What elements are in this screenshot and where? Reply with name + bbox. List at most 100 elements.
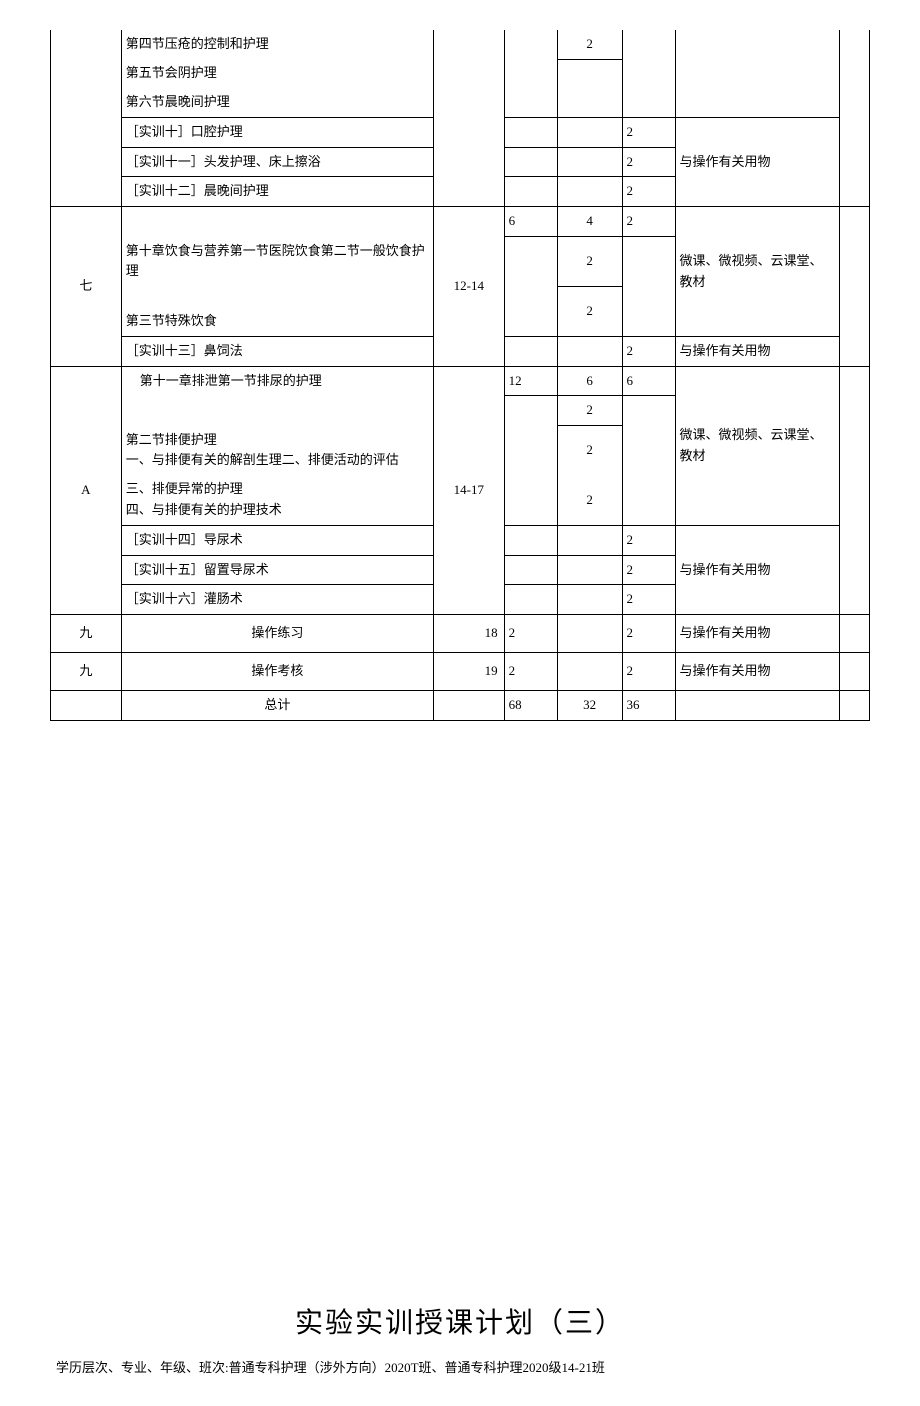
value-cell (557, 117, 622, 147)
value-cell: 2 (622, 147, 675, 177)
table-row: A 第十一章排泄第一节排尿的护理 14-17 12 6 6 微课、微视频、云课堂… (51, 366, 870, 396)
material-cell: 与操作有关用物 (675, 117, 840, 206)
chapter-cell: 七 (51, 207, 122, 366)
chapter-cell: 九 (51, 653, 122, 691)
value-cell: 2 (622, 207, 675, 237)
value-cell (622, 475, 675, 525)
value-cell: 2 (504, 615, 557, 653)
value-cell (504, 475, 557, 525)
course-plan-table: 第四节压疮的控制和护理 2 第五节会阴护理 第六节晨晚间护理 ［实训十］口腔护理 (50, 30, 870, 721)
material-cell: 与操作有关用物 (675, 653, 840, 691)
material-cell: 微课、微视频、云课堂、教材 (675, 366, 840, 525)
value-cell: 2 (557, 426, 622, 476)
page-subheading: 学历层次、专业、年级、班次:普通专科护理（涉外方向）2020T班、普通专科护理2… (50, 1357, 870, 1376)
week-cell: 18 (433, 615, 504, 653)
content-cell: ［实训十六］灌肠术 (121, 585, 433, 615)
spare-cell (840, 207, 870, 366)
value-cell (504, 237, 557, 287)
content-cell: ［实训十］口腔护理 (121, 117, 433, 147)
value-cell: 2 (622, 653, 675, 691)
table-row: 九 操作考核 19 2 2 与操作有关用物 (51, 653, 870, 691)
value-cell: 4 (557, 207, 622, 237)
value-cell: 2 (622, 615, 675, 653)
content-cell: ［实训十三］鼻饲法 (121, 336, 433, 366)
value-cell (557, 653, 622, 691)
week-cell (433, 690, 504, 720)
value-cell (504, 88, 557, 117)
value-cell (557, 88, 622, 117)
content-cell: 三、排便异常的护理 四、与排便有关的护理技术 (121, 475, 433, 525)
value-cell: 2 (622, 177, 675, 207)
content-cell: ［实训十二］晨晚间护理 (121, 177, 433, 207)
chapter-cell: A (51, 366, 122, 615)
value-cell (504, 555, 557, 585)
table-row: 七 12-14 6 4 2 微课、微视频、云课堂、教材 (51, 207, 870, 237)
value-cell: 68 (504, 690, 557, 720)
value-cell (622, 396, 675, 426)
value-cell (622, 59, 675, 88)
value-cell (504, 396, 557, 426)
material-cell (675, 59, 840, 88)
value-cell (504, 147, 557, 177)
material-cell (675, 690, 840, 720)
value-cell (557, 615, 622, 653)
value-cell (557, 59, 622, 88)
value-cell: 2 (557, 396, 622, 426)
content-cell: ［实训十四］导尿术 (121, 525, 433, 555)
value-cell (504, 585, 557, 615)
content-cell: 操作考核 (121, 653, 433, 691)
content-cell: 第六节晨晚间护理 (121, 88, 433, 117)
content-label: 第三节特殊饮食 (126, 313, 217, 328)
value-cell: 6 (622, 366, 675, 396)
spare-cell (840, 30, 870, 207)
material-cell: 与操作有关用物 (675, 615, 840, 653)
value-cell (557, 336, 622, 366)
value-cell (504, 336, 557, 366)
value-cell: 2 (557, 30, 622, 59)
value-cell: 2 (622, 555, 675, 585)
week-cell (433, 30, 504, 207)
value-cell: 12 (504, 366, 557, 396)
table-row: 九 操作练习 18 2 2 与操作有关用物 (51, 615, 870, 653)
content-cell: 第二节排便护理 一、与排便有关的解剖生理二、排便活动的评估 (121, 426, 433, 476)
value-cell: 2 (622, 525, 675, 555)
content-cell: 操作练习 (121, 615, 433, 653)
value-cell (504, 177, 557, 207)
material-cell: 微课、微视频、云课堂、教材 (675, 207, 840, 336)
value-cell (504, 30, 557, 59)
content-cell: 第三节特殊饮食 (121, 286, 433, 336)
content-cell: 总计 (121, 690, 433, 720)
value-cell: 2 (557, 286, 622, 336)
value-cell: 36 (622, 690, 675, 720)
value-cell (557, 177, 622, 207)
chapter-cell: 九 (51, 615, 122, 653)
value-cell: 2 (622, 336, 675, 366)
material-cell (675, 30, 840, 59)
content-cell: 第十一章排泄第一节排尿的护理 (121, 366, 433, 396)
week-cell: 12-14 (433, 207, 504, 366)
value-cell: 6 (557, 366, 622, 396)
week-cell: 19 (433, 653, 504, 691)
value-cell: 32 (557, 690, 622, 720)
chapter-cell (51, 30, 122, 207)
value-cell (557, 147, 622, 177)
content-cell: 第十章饮食与营养第一节医院饮食第二节一般饮食护理 (121, 237, 433, 287)
spare-cell (840, 615, 870, 653)
value-cell: 2 (557, 237, 622, 287)
value-cell (622, 30, 675, 59)
value-cell (622, 426, 675, 476)
spare-cell (840, 366, 870, 615)
content-cell (121, 396, 433, 426)
table-row: 总计 68 32 36 (51, 690, 870, 720)
value-cell (557, 585, 622, 615)
content-cell (121, 207, 433, 237)
value-cell (504, 286, 557, 336)
value-cell (622, 286, 675, 336)
value-cell: 2 (557, 475, 622, 525)
content-cell: ［实训十五］留置导尿术 (121, 555, 433, 585)
value-cell (622, 88, 675, 117)
value-cell: 2 (622, 117, 675, 147)
content-cell: 第五节会阴护理 (121, 59, 433, 88)
value-cell (504, 426, 557, 476)
week-cell: 14-17 (433, 366, 504, 615)
